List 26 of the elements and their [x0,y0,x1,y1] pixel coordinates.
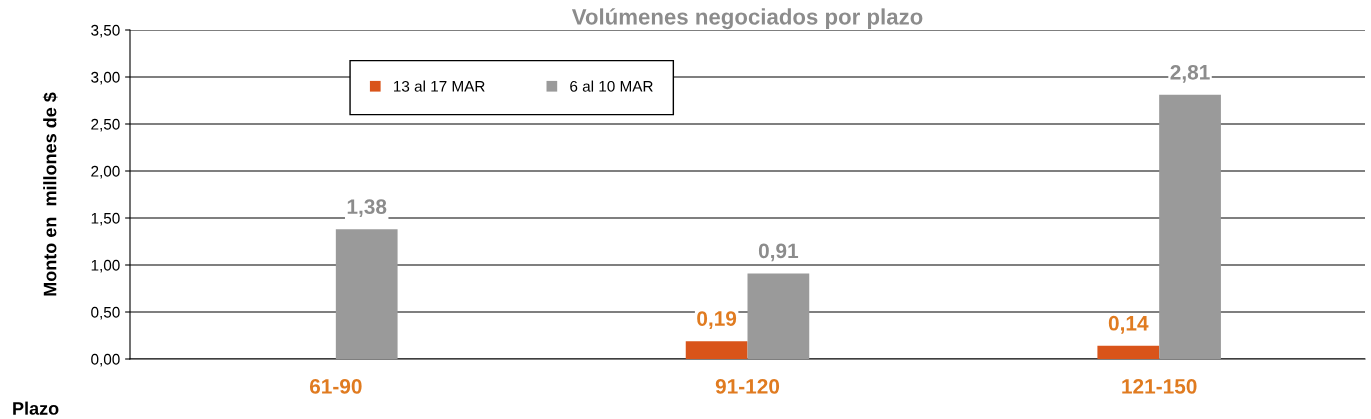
y-tick-label: 0,00 [91,353,120,367]
legend-label: 13 al 17 MAR [394,80,485,92]
legend-label: 6 al 10 MAR [570,80,653,92]
data-label: 1,38 [347,199,387,218]
y-tick-label: 0,50 [91,306,120,320]
bar [685,341,748,359]
data-label: 0,19 [697,311,737,329]
chart-title: Volúmenes negociados por plazo [571,8,923,30]
data-label: 2,81 [1170,64,1210,83]
y-tick-label: 1,00 [91,259,120,273]
bar [1159,94,1221,359]
y-tick-label: 2,50 [91,118,120,132]
x-tick-label: 91-120 [715,378,780,394]
y-tick-label: 3,00 [91,71,120,85]
y-tick-label: 1,50 [91,212,120,226]
y-tick-label: 2,00 [91,165,120,179]
bar [1097,345,1160,359]
bar [747,273,810,359]
bar [335,229,398,359]
x-tick-label: 121-150 [1122,378,1197,394]
x-axis-title: Plazo [13,401,59,415]
x-tick-label: 61-90 [309,378,362,394]
data-label: 0,14 [1108,315,1149,334]
y-axis-title: Monto en millones de $ [42,92,58,296]
data-label: 0,91 [758,243,799,262]
y-tick-label: 3,50 [91,24,120,38]
